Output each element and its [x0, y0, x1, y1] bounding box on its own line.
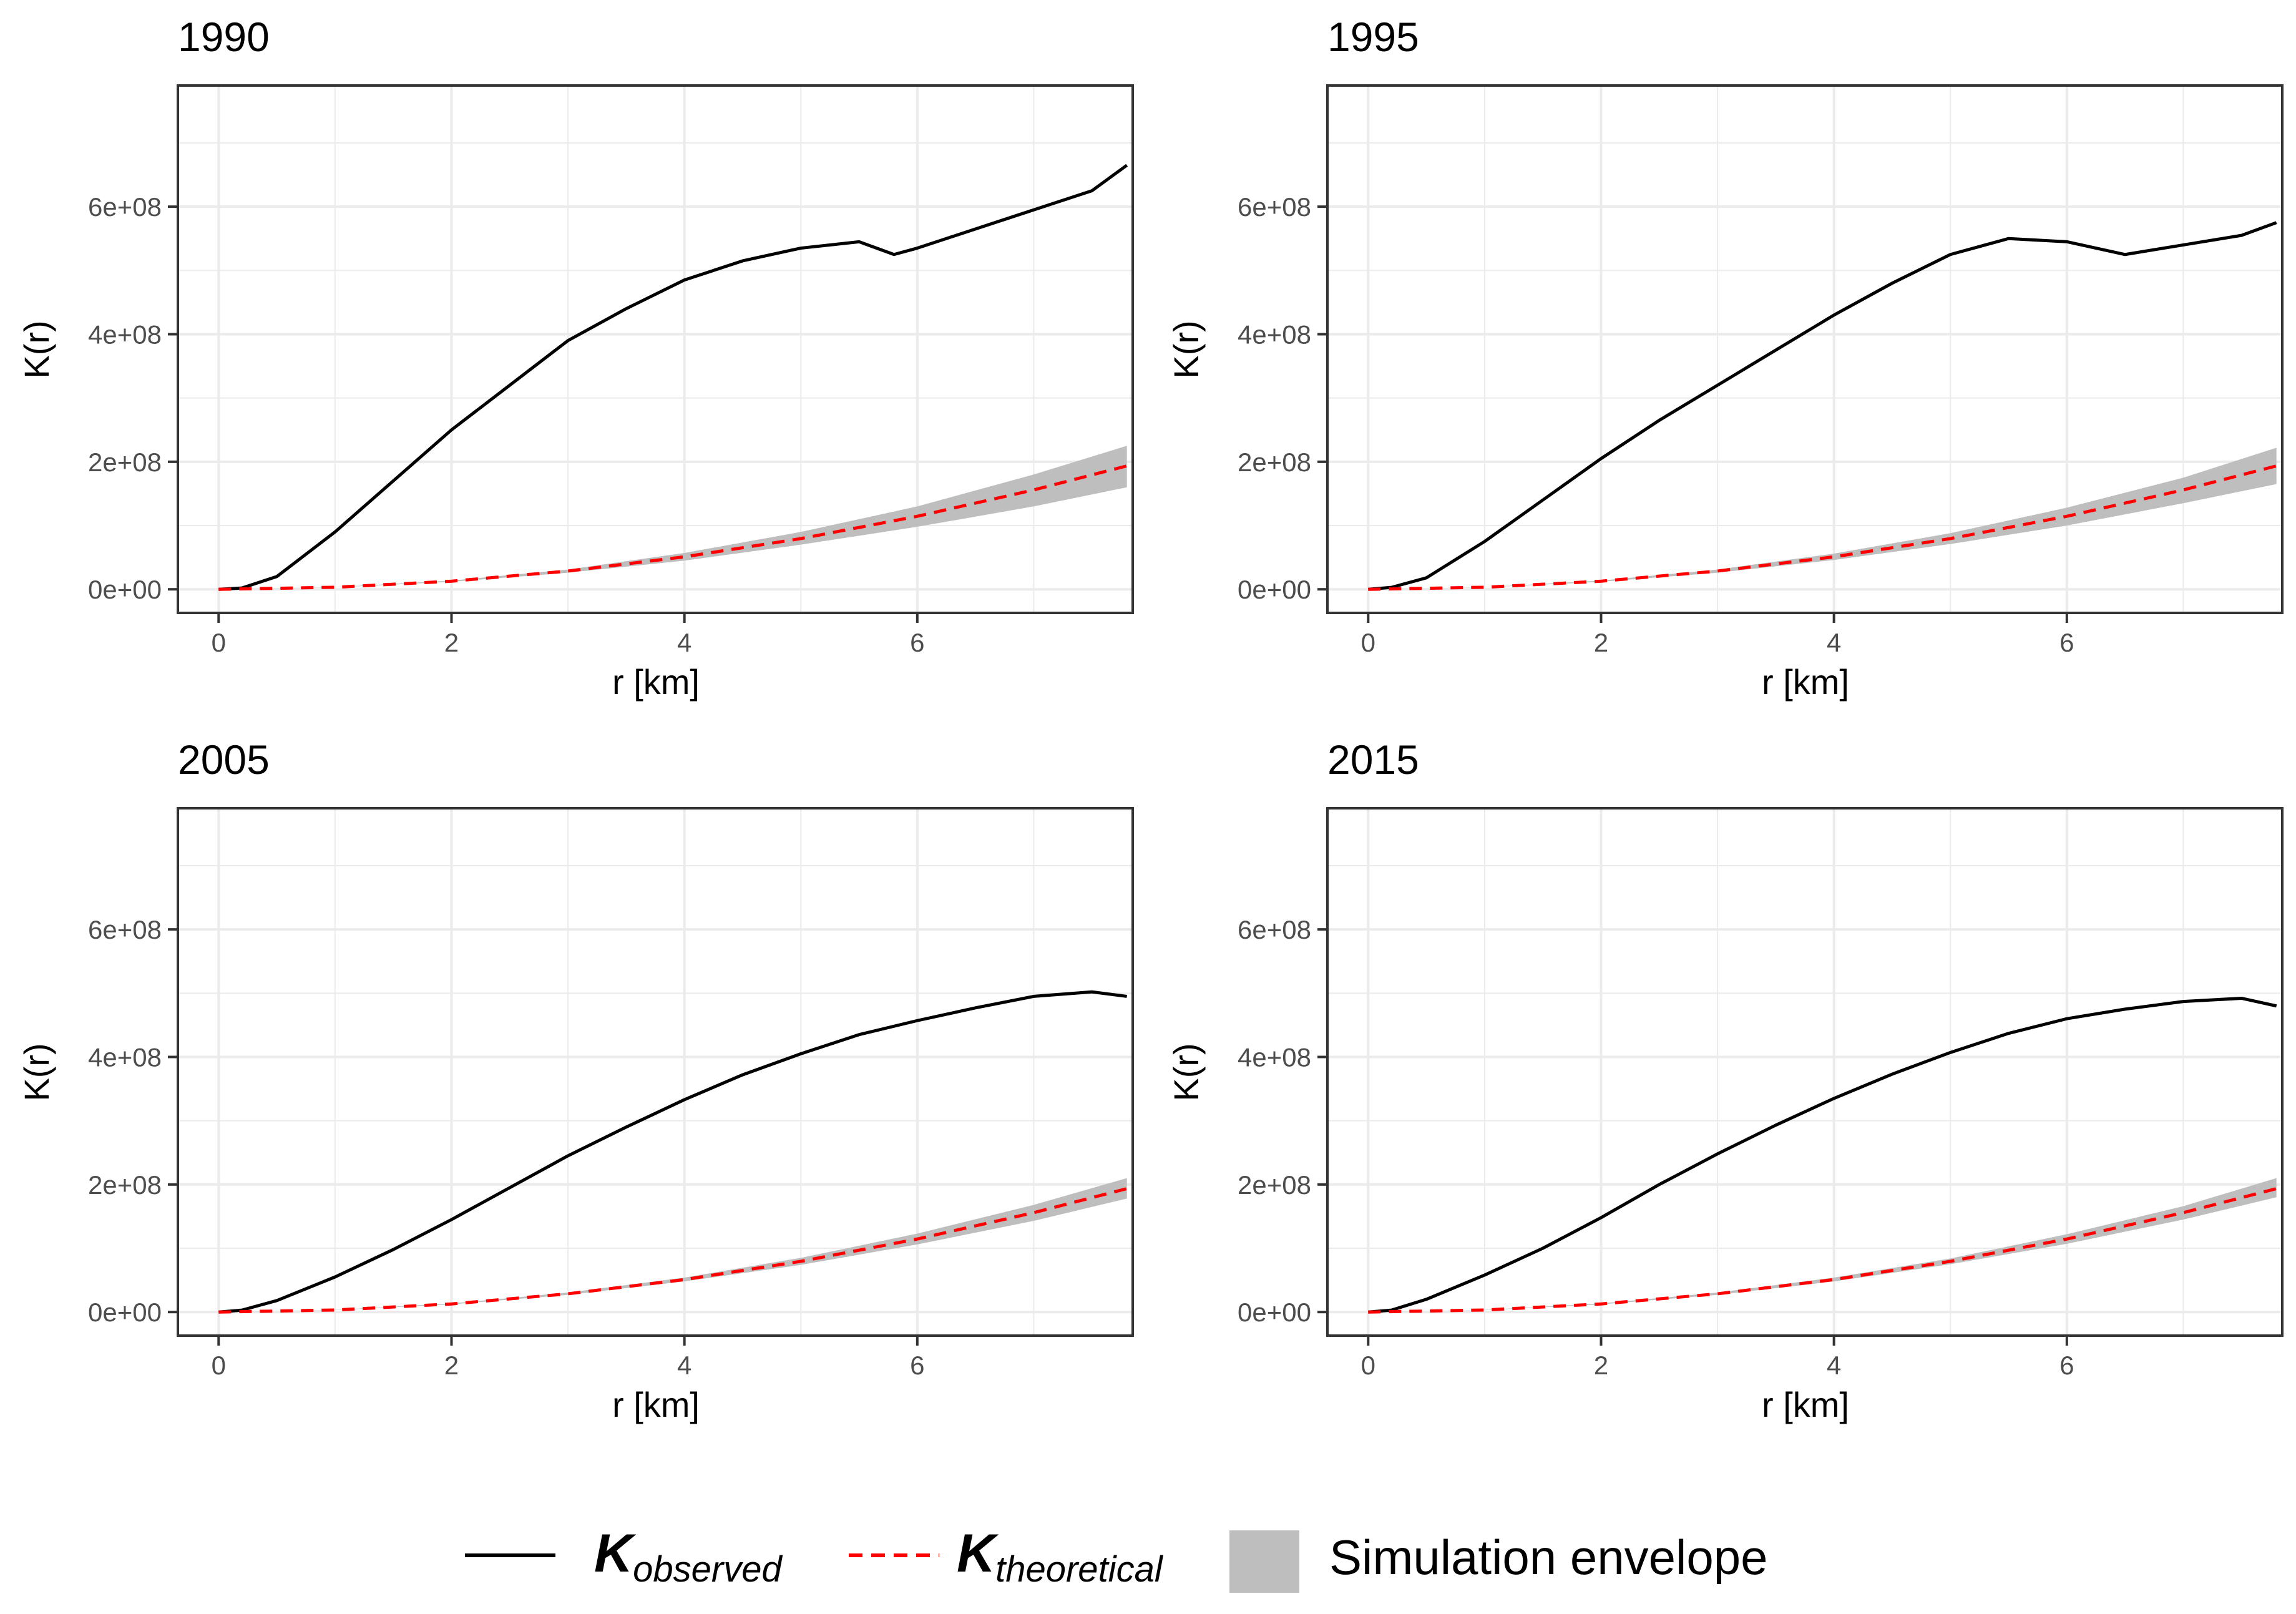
plot-background [1327, 86, 2282, 613]
legend-observed-label: Kobserved [594, 1524, 783, 1590]
y-axis-label: K(r) [1166, 320, 1206, 378]
y-tick-label: 4e+08 [88, 320, 162, 349]
y-tick-label: 6e+08 [1238, 915, 1311, 944]
plot-background [178, 86, 1133, 613]
x-tick-label: 0 [212, 628, 226, 657]
k-observed-line [218, 164, 1128, 591]
legend-observed-sub: observed [633, 1549, 783, 1590]
legend-theoretical-main: K [957, 1524, 999, 1583]
panel-1995: 1995 0 2 4 6 0e+00 2e+08 4e+08 6e+08 r [km] K(r… [1166, 14, 2284, 702]
k-theoretical-line [218, 1187, 1128, 1314]
y-axis-label: K(r) [1166, 1043, 1206, 1101]
panel-title: 1990 [178, 14, 270, 60]
y-tick-label: 0e+00 [1238, 575, 1311, 604]
x-tick-label: 4 [1827, 628, 1841, 657]
legend-envelope-label: Simulation envelope [1329, 1530, 1767, 1585]
plot-background [178, 808, 1133, 1336]
legend-theoretical-sub: theoretical [995, 1549, 1164, 1590]
x-tick-label: 6 [910, 628, 924, 657]
plot-area: 0 2 4 6 0e+00 2e+08 4e+08 6e+08 [1238, 84, 2284, 657]
panel-1990: 1990 0 2 4 6 0e+00 2e+08 4e+08 6e+08 r [km] K(r… [17, 14, 1134, 702]
k-observed-line [218, 990, 1127, 1314]
panel-title: 2005 [178, 736, 270, 783]
y-tick-label: 4e+08 [1238, 320, 1311, 349]
y-tick-label: 2e+08 [88, 448, 162, 477]
panel-2005: 2005 0 2 4 6 0e+00 2e+08 4e+08 6e+08 r [km] K(r… [17, 736, 1134, 1424]
x-tick-label: 0 [1361, 628, 1375, 657]
y-tick-label: 6e+08 [1238, 192, 1311, 222]
legend: Kobserved Ktheoretical Simulation envelo… [465, 1524, 1767, 1593]
k-observed-line [1368, 221, 2277, 591]
panel-title: 2015 [1327, 736, 1419, 783]
k-theoretical-line [218, 464, 1128, 591]
x-tick-label: 4 [677, 1351, 691, 1380]
x-tick-label: 4 [677, 628, 691, 657]
y-axis-label: K(r) [17, 1043, 56, 1101]
k-theoretical-line [1368, 464, 2277, 591]
x-tick-label: 0 [212, 1351, 226, 1380]
legend-envelope-swatch [1229, 1530, 1299, 1593]
panel-2015: 2015 0 2 4 6 0e+00 2e+08 4e+08 6e+08 r [km] K(r… [1166, 736, 2284, 1424]
x-tick-label: 6 [910, 1351, 924, 1380]
y-tick-label: 6e+08 [88, 192, 162, 222]
x-tick-label: 2 [444, 628, 459, 657]
y-tick-label: 6e+08 [88, 915, 162, 944]
panel-border [1326, 807, 2284, 1337]
x-axis-label: r [km] [612, 1385, 700, 1424]
y-tick-label: 0e+00 [88, 1298, 162, 1327]
plot-area: 0 2 4 6 0e+00 2e+08 4e+08 6e+08 [88, 84, 1134, 657]
y-axis-label: K(r) [17, 320, 56, 378]
panel-border [1326, 84, 2284, 614]
simulation-envelope [218, 446, 1127, 590]
legend-theoretical-label: Ktheoretical [957, 1524, 1164, 1590]
x-tick-label: 6 [2059, 1351, 2074, 1380]
x-tick-label: 4 [1827, 1351, 1841, 1380]
x-tick-label: 2 [1594, 1351, 1608, 1380]
y-tick-label: 0e+00 [88, 575, 162, 604]
plot-area: 0 2 4 6 0e+00 2e+08 4e+08 6e+08 [88, 807, 1134, 1380]
plot-background [1327, 808, 2282, 1336]
simulation-envelope [1368, 448, 2277, 590]
x-tick-label: 2 [1594, 628, 1608, 657]
y-tick-label: 2e+08 [88, 1170, 162, 1200]
y-tick-label: 4e+08 [1238, 1042, 1311, 1072]
x-tick-label: 6 [2059, 628, 2074, 657]
x-axis-label: r [km] [1762, 1385, 1849, 1424]
x-axis-label: r [km] [612, 662, 700, 702]
y-tick-label: 2e+08 [1238, 448, 1311, 477]
k-theoretical-line [1368, 1187, 2277, 1314]
legend-observed-main: K [594, 1524, 637, 1583]
panel-border [177, 807, 1134, 1337]
x-axis-label: r [km] [1762, 662, 1849, 702]
x-tick-label: 2 [444, 1351, 459, 1380]
x-tick-label: 0 [1361, 1351, 1375, 1380]
y-tick-label: 2e+08 [1238, 1170, 1311, 1200]
k-observed-line [1368, 996, 2277, 1314]
plot-area: 0 2 4 6 0e+00 2e+08 4e+08 6e+08 [1238, 807, 2284, 1380]
panel-title: 1995 [1327, 14, 1419, 60]
y-tick-label: 4e+08 [88, 1042, 162, 1072]
y-tick-label: 0e+00 [1238, 1298, 1311, 1327]
panel-border [177, 84, 1134, 614]
